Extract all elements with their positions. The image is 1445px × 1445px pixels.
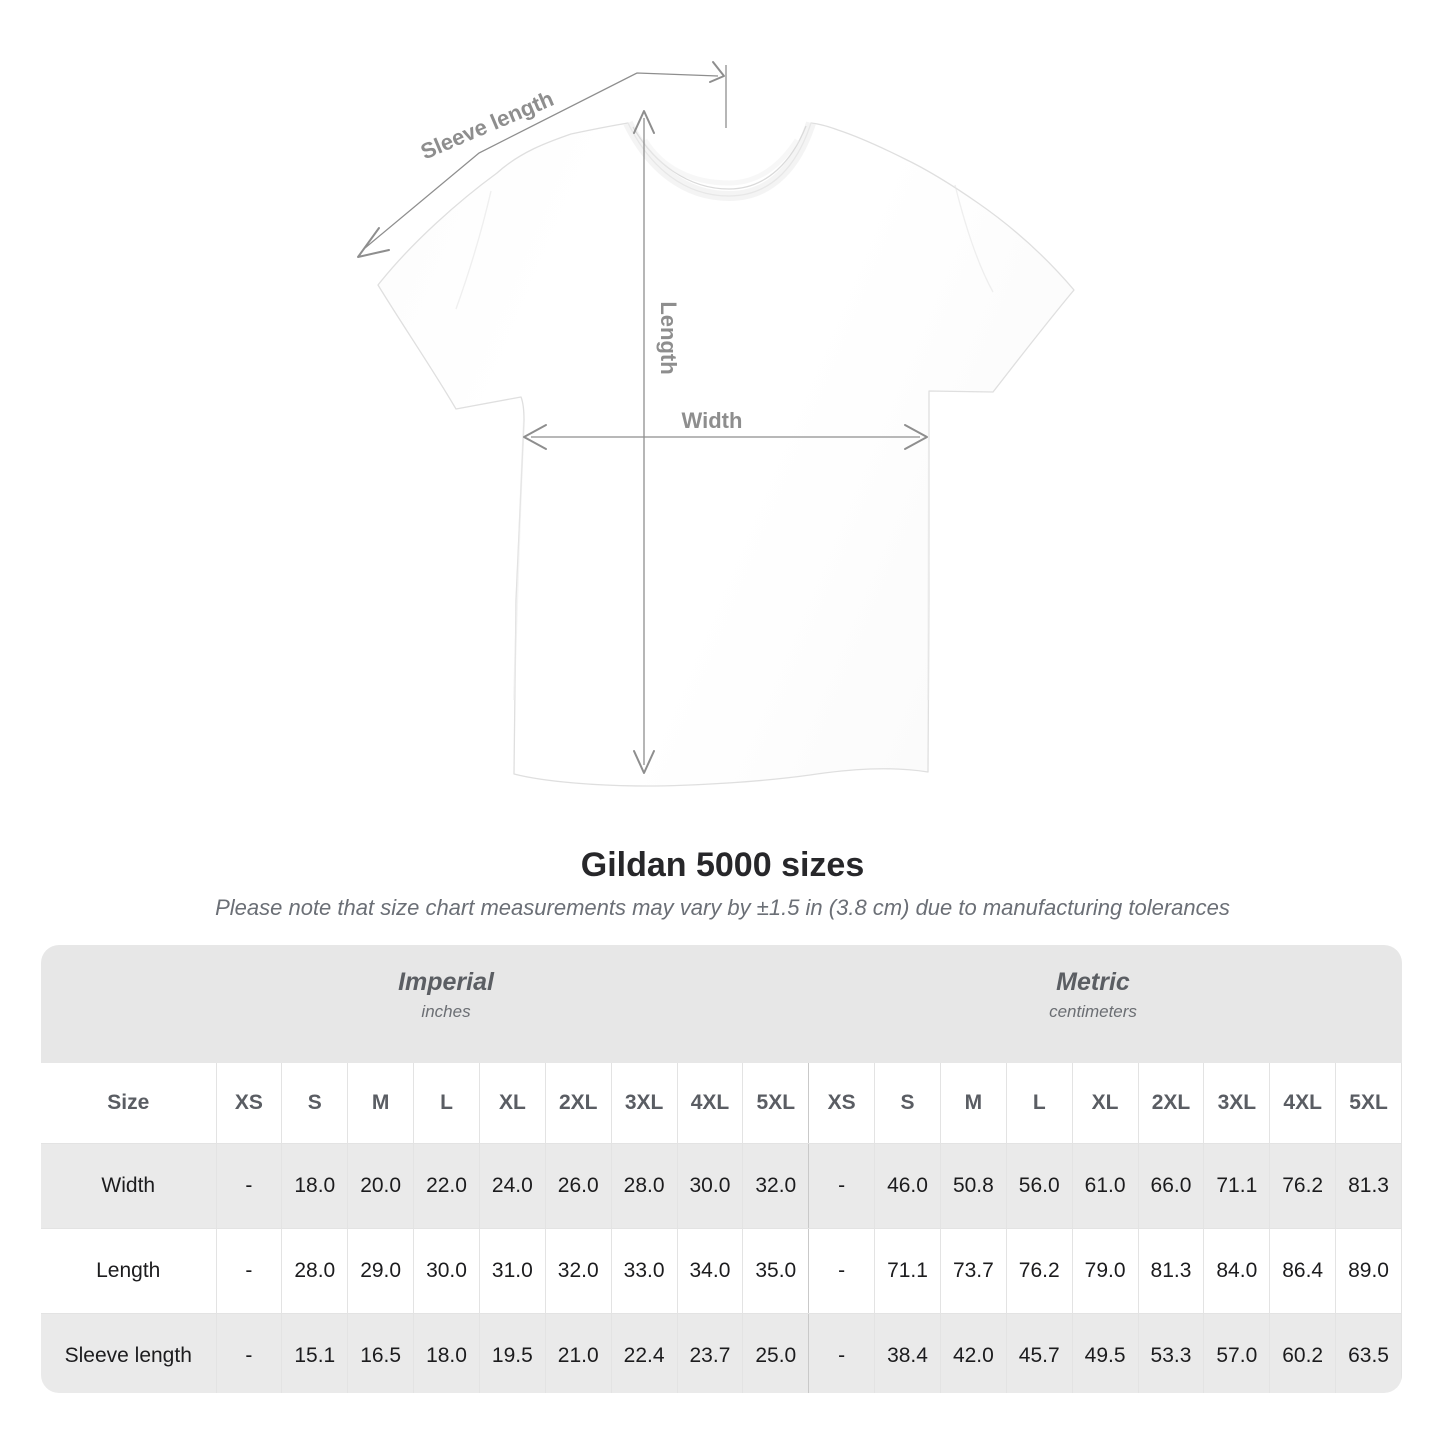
svg-text:Width: Width: [682, 408, 743, 433]
svg-text:Length: Length: [656, 301, 681, 374]
